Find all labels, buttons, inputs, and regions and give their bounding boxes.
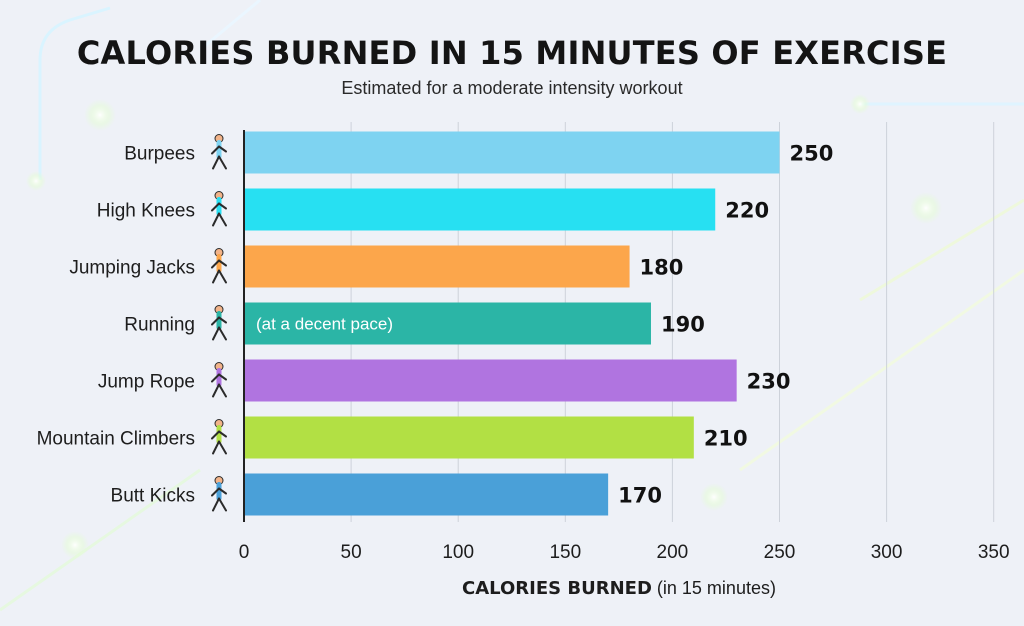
x-axis-label: CALORIES BURNED (in 15 minutes) [0, 578, 1024, 599]
value-label: 230 [747, 370, 791, 394]
x-tick-label: 150 [549, 542, 581, 563]
chart-subtitle: Estimated for a moderate intensity worko… [341, 78, 683, 98]
jump-rope-person-icon [211, 362, 227, 398]
bar [245, 302, 651, 345]
x-tick-label: 100 [442, 542, 474, 563]
x-tick-label: 50 [341, 542, 362, 563]
bar-annotation: (at a decent pace) [256, 315, 393, 334]
x-tick-label: 350 [978, 542, 1010, 563]
category-label: Burpees [124, 144, 195, 165]
value-label: 220 [725, 199, 769, 223]
bar [245, 131, 780, 174]
x-axis-label-main: CALORIES BURNED [462, 578, 652, 599]
mountain-climber-person-icon [211, 419, 227, 455]
value-labels: 250 220 180 190 230 210 170 (at a decent pace) [256, 142, 833, 508]
running-person-icon [211, 305, 227, 341]
jumping-jacks-person-icon [211, 248, 227, 284]
burpee-person-icon [211, 134, 227, 170]
x-axis-label-note: (in 15 minutes) [656, 578, 776, 598]
x-tick-label: 300 [871, 542, 903, 563]
chart-title: CALORIES BURNED IN 15 MINUTES OF EXERCIS… [76, 34, 948, 72]
bar [245, 359, 737, 402]
x-tick-label: 200 [657, 542, 689, 563]
category-label: Jumping Jacks [69, 258, 195, 279]
bars-group [245, 131, 780, 516]
category-label: Running [124, 315, 195, 336]
bar [245, 188, 716, 231]
category-label: Mountain Climbers [37, 429, 195, 450]
x-tick-labels: 0 50 100 150 200 250 300 350 [239, 542, 1010, 563]
bar [245, 473, 609, 516]
icons-group [211, 134, 227, 512]
category-label: Butt Kicks [111, 486, 195, 507]
value-label: 210 [704, 427, 748, 451]
value-label: 190 [661, 313, 705, 337]
x-tick-label: 0 [239, 542, 250, 563]
bar [245, 416, 694, 459]
category-labels: Burpees High Knees Jumping Jacks Running Jum… [37, 144, 195, 507]
high-knees-person-icon [211, 191, 227, 227]
category-label: Jump Rope [98, 372, 195, 393]
butt-kicks-person-icon [211, 476, 227, 512]
value-label: 170 [618, 484, 662, 508]
category-label: High Knees [97, 201, 195, 222]
x-tick-label: 250 [764, 542, 796, 563]
value-label: 180 [640, 256, 684, 280]
value-label: 250 [790, 142, 834, 166]
bar [245, 245, 630, 288]
